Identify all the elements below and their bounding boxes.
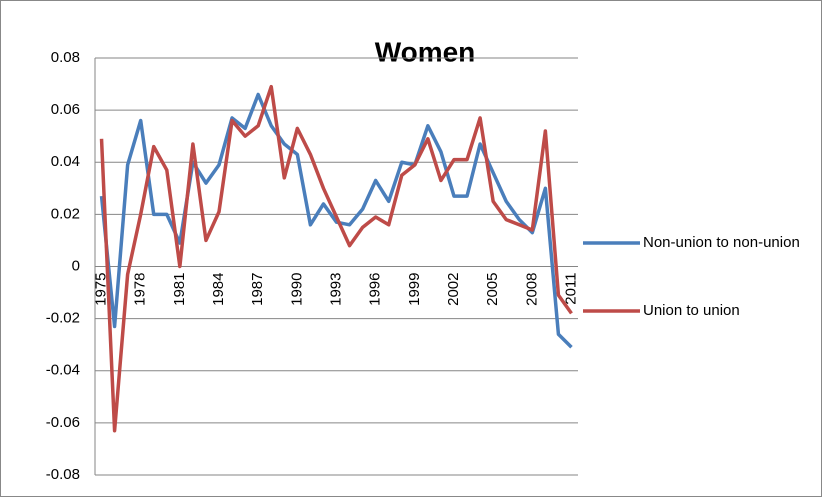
y-tick-label: 0.06: [51, 101, 80, 118]
x-tick-label: 1984: [210, 273, 227, 306]
y-tick-label: 0.08: [51, 49, 80, 66]
chart-title: Women: [375, 36, 476, 67]
x-tick-label: 1987: [249, 273, 266, 306]
x-tick-label: 1996: [367, 273, 384, 306]
y-tick-label: 0.04: [51, 153, 80, 170]
y-tick-label: 0.02: [51, 205, 80, 222]
x-tick-label: 2005: [484, 273, 501, 306]
x-tick-label: 1999: [406, 273, 423, 306]
x-tick-label: 2002: [445, 273, 462, 306]
x-tick-label: 1993: [327, 273, 344, 306]
y-tick-label: -0.06: [46, 414, 80, 431]
x-tick-label: 1975: [92, 273, 109, 306]
series-line: [99, 92, 573, 349]
legend-label: Non-union to non-union: [643, 234, 800, 251]
y-tick-label: -0.02: [46, 310, 80, 327]
y-tick-label: -0.04: [46, 362, 80, 379]
x-tick-label: 2011: [562, 273, 579, 305]
x-tick-label: 1990: [288, 273, 305, 306]
y-tick-label: -0.08: [46, 466, 80, 483]
y-tick-label: 0: [72, 257, 80, 274]
x-tick-label: 2008: [523, 273, 540, 306]
x-tick-label: 1981: [171, 273, 188, 306]
legend-label: Union to union: [643, 302, 740, 319]
x-tick-label: 1978: [132, 273, 149, 306]
series-line: [99, 84, 573, 433]
